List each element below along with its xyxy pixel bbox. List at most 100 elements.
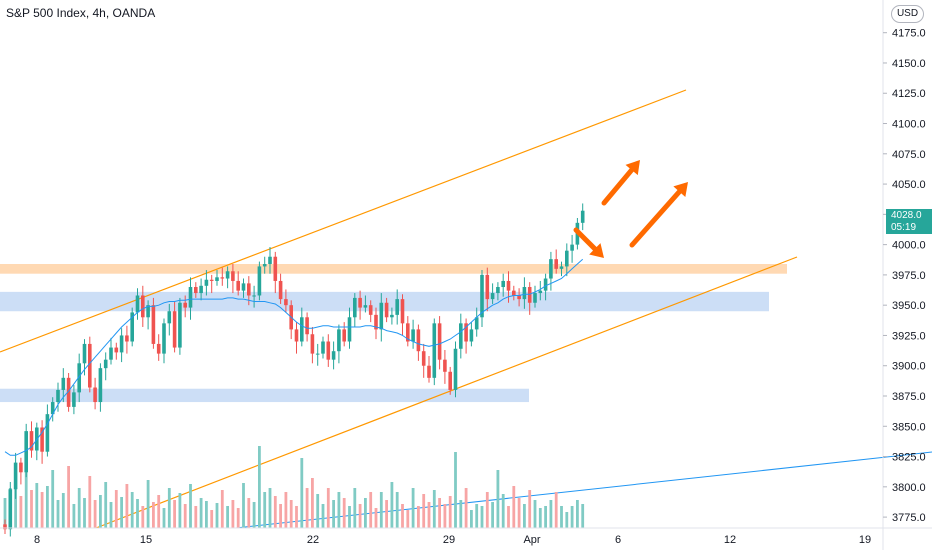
candle-body xyxy=(453,348,458,390)
candle-body xyxy=(241,283,246,291)
price-tick-label: 4150.0 xyxy=(892,58,926,70)
candle-body xyxy=(300,317,304,342)
price-tick-label: 3850.0 xyxy=(892,421,926,433)
candle-body xyxy=(103,359,108,369)
projection-arrow-down-shaft xyxy=(573,227,598,252)
volume-bar xyxy=(252,502,256,528)
volume-bar xyxy=(295,506,298,528)
candle-body xyxy=(178,302,182,348)
volume-bar xyxy=(125,484,129,528)
volume-bar xyxy=(24,458,28,528)
volume-bar xyxy=(565,512,569,528)
candle-body xyxy=(284,299,288,306)
volume-bar xyxy=(279,504,282,528)
volume-bar xyxy=(305,488,309,528)
volume-bar xyxy=(512,486,516,528)
volume-bar xyxy=(576,500,579,528)
candle-body xyxy=(406,323,410,342)
candle-body xyxy=(310,334,315,354)
volume-bar xyxy=(167,488,171,528)
candle-body xyxy=(501,280,505,288)
volume-bar xyxy=(152,502,155,528)
projection-arrow-up-large xyxy=(629,182,688,248)
price-tick-label: 3900.0 xyxy=(892,361,926,373)
volume-bar xyxy=(67,466,70,528)
candle-body xyxy=(273,256,278,281)
time-tick-label: 6 xyxy=(615,534,621,546)
candle-body xyxy=(93,387,97,403)
candle-body xyxy=(141,295,145,318)
volume-bar xyxy=(311,478,314,528)
candle-body xyxy=(411,329,415,342)
candle-body xyxy=(268,256,272,264)
volume-bar xyxy=(337,492,341,528)
price-tick-label: 4175.0 xyxy=(892,28,926,40)
projection-arrow-down xyxy=(573,227,604,258)
candle-body xyxy=(114,347,119,353)
candle-body xyxy=(61,377,66,390)
candle-body xyxy=(40,427,44,452)
chart-title: S&P 500 Index, 4h, OANDA xyxy=(6,6,156,20)
volume-bar xyxy=(19,496,23,528)
candle-body xyxy=(236,280,240,291)
channel-lower-line xyxy=(95,256,798,529)
candle-body xyxy=(315,353,320,355)
price-tick-label: 3950.0 xyxy=(892,300,926,312)
candle-body xyxy=(130,312,134,342)
volume-bar xyxy=(136,499,139,528)
candle-body xyxy=(480,274,484,318)
candle-body xyxy=(379,302,384,330)
candle-body xyxy=(135,295,140,313)
bar-countdown: 05:19 xyxy=(891,222,917,233)
volume-bar xyxy=(321,504,325,528)
candle-body xyxy=(395,299,399,315)
candle-body xyxy=(517,295,521,300)
candle-body xyxy=(331,351,336,360)
volume-bar xyxy=(549,500,553,528)
volume-bar xyxy=(178,493,182,528)
volume-bar xyxy=(183,504,187,528)
time-tick-label: 15 xyxy=(140,534,152,546)
volume-bar xyxy=(379,492,383,528)
candle-body xyxy=(374,314,378,330)
volume-bar xyxy=(464,488,468,528)
volume-bar xyxy=(93,500,97,528)
candle-body xyxy=(257,266,262,296)
volume-bar xyxy=(61,493,65,528)
channel-upper-line xyxy=(0,89,687,353)
volume-bar xyxy=(581,504,585,528)
time-tick-label: Apr xyxy=(523,534,540,546)
candle-body xyxy=(490,293,495,300)
volume-bar xyxy=(130,492,134,528)
volume-bar xyxy=(114,490,118,528)
support-trendline xyxy=(235,451,932,529)
volume-bar xyxy=(406,510,410,528)
volume-bar xyxy=(210,510,214,528)
candle-body xyxy=(421,351,426,366)
volume-bar xyxy=(99,495,102,528)
volume-bar xyxy=(300,458,304,528)
volume-bar xyxy=(496,470,500,528)
volume-bar xyxy=(517,498,521,528)
candle-body xyxy=(437,323,442,360)
volume-bar xyxy=(231,500,235,528)
volume-bar xyxy=(448,496,452,528)
candle-body xyxy=(66,377,71,407)
candle-body xyxy=(220,277,225,279)
candle-body xyxy=(278,280,283,300)
candle-body xyxy=(448,371,452,390)
volume-bar xyxy=(560,506,563,528)
candle-body xyxy=(19,462,23,473)
volume-bar xyxy=(157,495,161,528)
volume-bar xyxy=(83,498,86,528)
currency-button[interactable]: USD xyxy=(891,5,924,23)
candle-body xyxy=(527,287,532,303)
candle-body xyxy=(125,335,129,342)
volume-bar xyxy=(104,482,108,528)
volume-bar xyxy=(411,488,415,528)
volume-bar xyxy=(470,510,473,528)
volume-bar xyxy=(284,492,288,528)
candle-body xyxy=(533,293,537,303)
